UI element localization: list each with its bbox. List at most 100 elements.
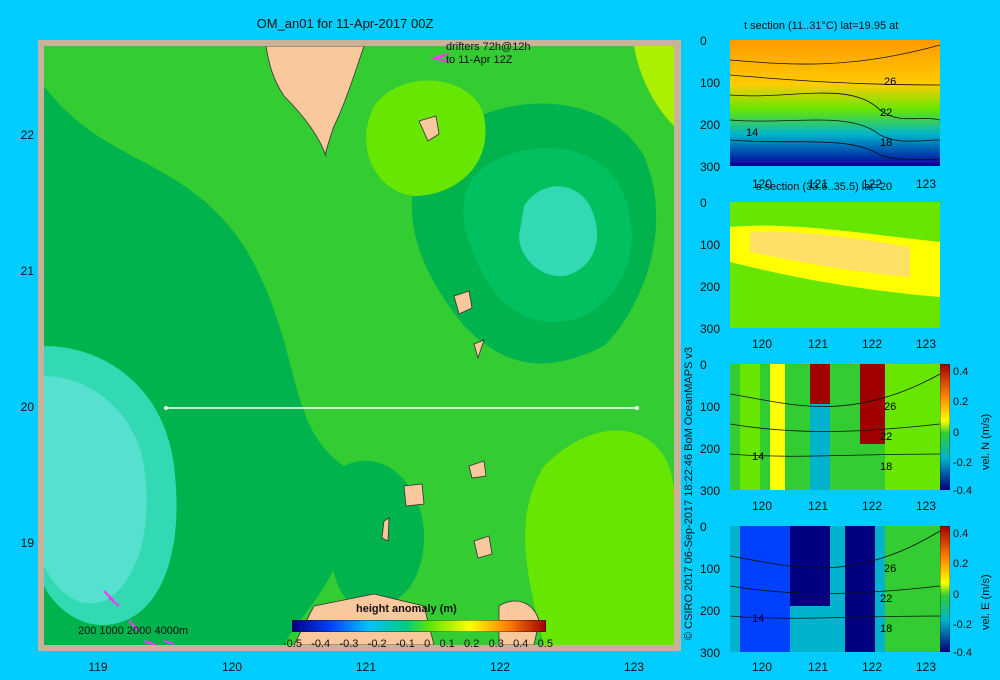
section-line-end	[635, 406, 639, 410]
colorbar-label: -0.5	[283, 638, 302, 650]
island-1	[418, 115, 440, 142]
depth-tick: 200	[700, 118, 721, 132]
contour-label: 18	[880, 623, 892, 635]
drifter-legend-arrow	[430, 53, 450, 63]
section-lon-tick: 123	[916, 337, 937, 351]
depth-tick: 100	[700, 562, 721, 576]
isotherm	[730, 373, 940, 407]
isotherm	[730, 139, 940, 161]
section-lon-tick: 122	[862, 660, 883, 674]
isotherm	[730, 92, 940, 121]
credit-text: © CSIRO 2017 06-Sep-2017 18:22:46 BoM Oc…	[683, 346, 695, 640]
section-lon-tick: 120	[752, 660, 773, 674]
light-green-patch-southeast	[525, 430, 674, 645]
section-lon-tick: 120	[752, 337, 773, 351]
section-lon-tick: 123	[916, 499, 937, 513]
depth-tick: 200	[700, 442, 721, 456]
temp-section-panel[interactable]: 26 22 18 14	[730, 40, 940, 166]
vel-n-side-label: vel. N (m/s)	[980, 413, 992, 470]
vel-n-colorbar	[940, 364, 950, 490]
lon-tick-122: 122	[489, 660, 511, 674]
drifters-line-1: drifters 72h@12h	[446, 41, 531, 53]
depth-tick: 300	[700, 484, 721, 498]
drifters-label: drifters 72h@12h to 11-Apr 12Z	[446, 41, 531, 67]
colorbar-label: 0.3	[488, 638, 504, 650]
contour-label: 26	[884, 563, 896, 575]
island-7	[473, 535, 493, 559]
lat-tick-19: 19	[20, 536, 34, 550]
taiwan-landmass	[265, 46, 365, 157]
section-lon-tick: 122	[862, 499, 883, 513]
colorbar-label: 0.2	[464, 638, 480, 650]
vel-n-cb-label: 0.2	[953, 396, 969, 408]
depth-tick: 300	[700, 160, 721, 174]
contour-label: 22	[880, 593, 892, 605]
depth-tick: 200	[700, 604, 721, 618]
vel-e-cb-label: 0	[953, 589, 960, 601]
colorbar-label: -0.1	[395, 638, 415, 650]
yellow-green-corner	[634, 46, 674, 126]
depth-legend: 200 1000 2000 4000m	[78, 625, 189, 637]
contour-label: 22	[880, 431, 892, 443]
depth-tick: 0	[700, 520, 707, 534]
lon-tick-121: 121	[355, 660, 377, 674]
contour-label: 18	[880, 137, 892, 149]
light-green-patch-north	[366, 80, 486, 196]
lat-tick-21: 21	[20, 264, 34, 278]
island-3	[473, 339, 485, 360]
contour-label: 18	[880, 461, 892, 473]
section-lon-tick: 122	[862, 337, 883, 351]
vel-e-cb-label: 0.4	[953, 528, 969, 540]
isotherm	[730, 119, 940, 142]
island-5	[403, 483, 425, 507]
vel-n-cb-label: -0.2	[953, 457, 972, 469]
colorbar-label: 0.4	[513, 638, 529, 650]
vel-n-cb-label: 0	[953, 427, 960, 439]
island-2	[453, 290, 473, 315]
section-lon-tick: 121	[808, 177, 829, 191]
depth-tick: 100	[700, 400, 721, 414]
colorbar-label: 0.1	[439, 638, 455, 650]
section-lon-tick: 121	[808, 337, 829, 351]
depth-tick: 300	[700, 322, 721, 336]
section-lon-tick: 120	[752, 499, 773, 513]
contour-label: 14	[752, 451, 764, 463]
island-4	[468, 460, 487, 479]
colorbar-label: 0	[424, 638, 431, 650]
island-6	[381, 517, 390, 542]
panel-title-temp: t section (11..31°C) lat=19.95 at	[744, 20, 899, 32]
isotherm	[730, 453, 940, 457]
section-lon-tick: 123	[916, 660, 937, 674]
isotherm	[730, 423, 940, 432]
depth-tick: 0	[700, 34, 707, 48]
isotherm	[730, 585, 940, 594]
map-title: OM_an01 for 11-Apr-2017 00Z	[256, 16, 434, 31]
contour-label: 26	[884, 401, 896, 413]
depth-tick: 100	[700, 76, 721, 90]
vel-e-colorbar	[940, 526, 950, 652]
contour-label: 14	[746, 127, 758, 139]
depth-tick: 0	[700, 196, 707, 210]
section-lon-tick: 122	[862, 177, 883, 191]
vel-n-section-panel[interactable]: 26 22 18 14	[730, 364, 940, 490]
height-anomaly-map[interactable]	[44, 46, 674, 645]
vel-e-section-panel[interactable]: 26 22 18 14	[730, 526, 940, 652]
salinity-section-panel[interactable]	[730, 202, 940, 328]
lat-tick-20: 20	[20, 400, 34, 414]
dark-green-region-south	[330, 460, 424, 608]
depth-tick: 100	[700, 238, 721, 252]
vel-e-cb-label: 0.2	[953, 558, 969, 570]
lat-tick-22: 22	[20, 128, 34, 142]
colorbar-title: height anomaly (m)	[356, 603, 457, 615]
vel-e-cb-label: -0.2	[953, 619, 972, 631]
colorbar-label: 0.5	[537, 638, 553, 650]
isotherm	[730, 615, 940, 619]
colorbar-label: -0.4	[311, 638, 331, 650]
section-lon-tick: 121	[808, 499, 829, 513]
contour-label: 26	[884, 76, 896, 88]
lon-tick-123: 123	[623, 660, 645, 674]
lon-tick-119: 119	[88, 660, 108, 674]
colorbar-label: -0.2	[367, 638, 387, 650]
isotherm	[730, 44, 940, 65]
section-lon-tick: 123	[916, 177, 937, 191]
